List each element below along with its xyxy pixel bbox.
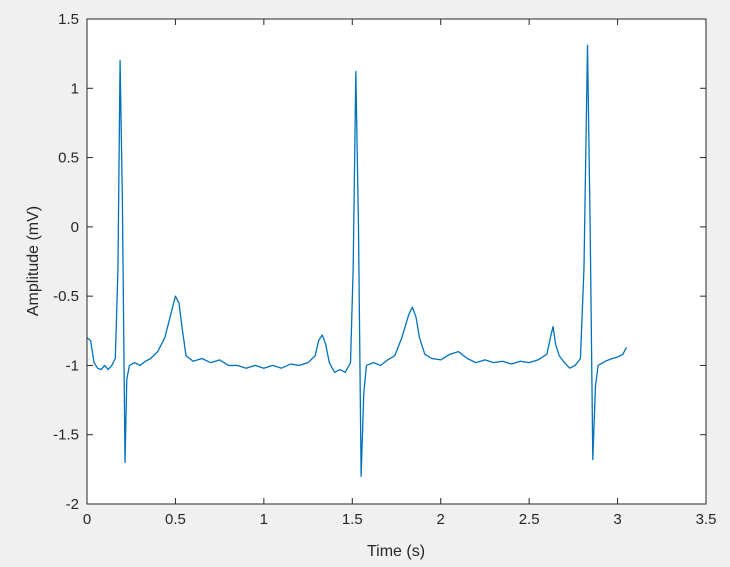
plot-area	[87, 19, 706, 504]
ecg-line	[86, 44, 627, 477]
x-tick-label: 1	[260, 511, 268, 528]
x-tick-label: 0	[83, 511, 91, 528]
y-tick-label: -1.5	[53, 427, 79, 444]
x-tick-label: 2	[437, 511, 445, 528]
x-tick-label: 1.5	[342, 511, 363, 528]
x-tick-label: 3.5	[696, 511, 717, 528]
y-tick-label: 1.5	[58, 11, 79, 28]
x-tick-label: 0.5	[165, 511, 186, 528]
y-tick-label: -2	[66, 496, 79, 513]
y-tick-label: -0.5	[53, 288, 79, 305]
x-tick-label: 3	[613, 511, 621, 528]
y-axis-label: Amplitude (mV)	[25, 206, 42, 316]
y-tick-label: 0	[71, 219, 79, 236]
axes-box	[86, 18, 707, 505]
y-tick-label: -1	[66, 357, 79, 374]
y-tick-label: 1	[71, 80, 79, 97]
x-axis-label: Time (s)	[367, 543, 425, 560]
y-tick-label: 0.5	[58, 150, 79, 167]
x-tick-label: 2.5	[519, 511, 540, 528]
